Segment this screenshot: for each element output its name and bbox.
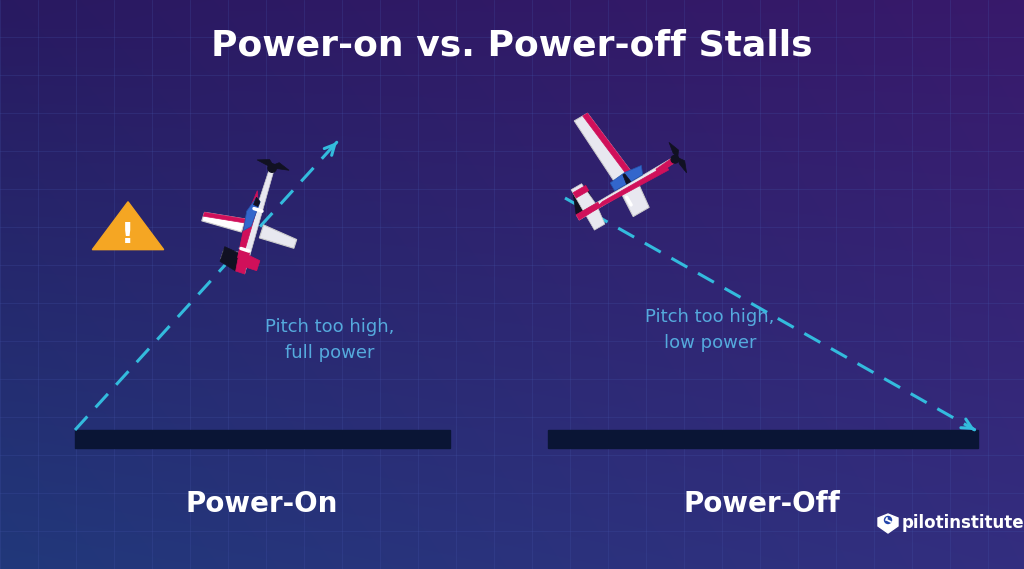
Polygon shape (577, 157, 676, 220)
Polygon shape (583, 113, 633, 176)
Circle shape (268, 164, 276, 172)
Polygon shape (573, 185, 594, 215)
Text: Power-Off: Power-Off (684, 490, 841, 518)
Polygon shape (610, 166, 643, 191)
Polygon shape (221, 250, 243, 265)
Bar (548, 430, 978, 448)
Circle shape (885, 517, 892, 523)
Polygon shape (593, 166, 669, 211)
Polygon shape (878, 514, 898, 533)
Polygon shape (236, 167, 274, 274)
Text: Pitch too high,
full power: Pitch too high, full power (265, 319, 394, 361)
Polygon shape (273, 163, 289, 170)
Polygon shape (574, 113, 633, 183)
Polygon shape (243, 254, 260, 271)
Polygon shape (257, 159, 273, 166)
Polygon shape (622, 183, 649, 217)
Polygon shape (577, 202, 600, 220)
Polygon shape (259, 225, 297, 248)
Polygon shape (669, 142, 679, 158)
Polygon shape (656, 157, 676, 174)
Polygon shape (238, 191, 258, 258)
Circle shape (671, 155, 679, 163)
Text: pilotinstitute: pilotinstitute (902, 514, 1024, 532)
Polygon shape (204, 212, 246, 223)
Text: Pitch too high,
low power: Pitch too high, low power (645, 308, 775, 352)
Bar (75, 430, 450, 448)
Polygon shape (623, 174, 631, 184)
Polygon shape (244, 197, 260, 230)
Polygon shape (202, 212, 246, 232)
Text: Power-On: Power-On (185, 490, 338, 518)
Polygon shape (571, 184, 596, 211)
Polygon shape (92, 202, 164, 250)
Polygon shape (254, 197, 260, 207)
Text: Power-on vs. Power-off Stalls: Power-on vs. Power-off Stalls (211, 28, 813, 62)
Polygon shape (585, 206, 605, 230)
Polygon shape (678, 158, 686, 173)
Polygon shape (220, 246, 242, 271)
Polygon shape (573, 185, 589, 198)
Polygon shape (236, 249, 250, 274)
Text: !: ! (121, 221, 135, 249)
